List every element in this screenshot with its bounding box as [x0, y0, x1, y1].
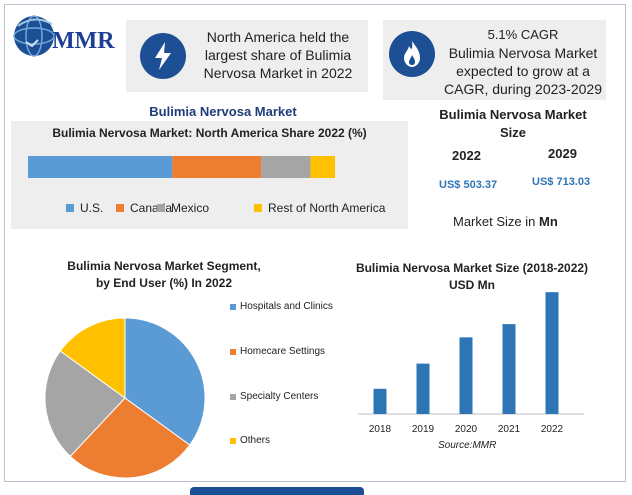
- mmr-logo: MMR: [12, 12, 127, 62]
- share-chart-title: Bulimia Nervosa Market: North America Sh…: [52, 126, 367, 140]
- legend-item: Rest of North America: [254, 201, 385, 215]
- cagr-title: 5.1% CAGR: [487, 27, 559, 42]
- market-size-panel: Bulimia Nervosa Market Size 2022 2029 US…: [418, 100, 608, 204]
- legend-item: Homecare Settings: [230, 346, 325, 357]
- x-tick-label: 2021: [498, 424, 521, 435]
- card-line: CAGR, during 2023-2029: [444, 81, 602, 97]
- x-tick-label: 2022: [541, 424, 564, 435]
- legend-item: U.S.: [66, 201, 103, 215]
- column-bar: [545, 292, 559, 414]
- column-chart-title: Bulimia Nervosa Market Size (2018-2022) …: [352, 260, 592, 294]
- column-bar: [416, 363, 430, 414]
- market-size-unit: Market Size in Mn: [453, 214, 558, 229]
- stacked-bar-chart: [28, 156, 335, 178]
- card-line: largest share of Bulimia: [204, 47, 352, 63]
- card-line: North America held the: [206, 29, 350, 45]
- column-bar: [373, 388, 387, 414]
- stacked-bar-segment: [310, 156, 335, 178]
- stacked-bar-segment: [261, 156, 311, 178]
- pie-chart-title: Bulimia Nervosa Market Segment, by End U…: [38, 258, 290, 292]
- title-line: Bulimia Nervosa Market Size (2018-2022): [355, 261, 589, 275]
- legend-item: Others: [230, 435, 270, 446]
- legend-item: Mexico: [157, 201, 209, 215]
- lightning-icon: [140, 33, 186, 79]
- legend-label: U.S.: [80, 201, 104, 215]
- title-line: by End User (%) In 2022: [95, 276, 233, 290]
- year-2029: 2029: [548, 146, 577, 161]
- stacked-bar-segment: [172, 156, 262, 178]
- pie-slice: [124, 317, 206, 446]
- pie-slice: [69, 397, 191, 479]
- legend-swatch: [66, 204, 74, 212]
- source-note: Source:MMR: [438, 440, 497, 451]
- title-line: Bulimia Nervosa Market Segment,: [67, 259, 261, 273]
- legend-swatch: [254, 204, 262, 212]
- unit-prefix: Market Size in: [453, 214, 536, 229]
- legend-label: Mexico: [171, 201, 210, 215]
- legend-swatch: [230, 348, 236, 355]
- value-2022: US$ 503.37: [439, 179, 498, 191]
- north-america-text: North America held the largest share of …: [196, 28, 360, 82]
- title-line: Size: [499, 125, 526, 140]
- year-2022: 2022: [452, 148, 481, 163]
- unit-bold: Mn: [539, 214, 558, 229]
- north-america-card: North America held the largest share of …: [126, 20, 368, 92]
- globe-icon: [13, 15, 55, 57]
- legend-swatch: [157, 204, 165, 212]
- card-line: Bulimia Nervosa Market: [448, 45, 598, 61]
- legend-label: Others: [240, 435, 271, 446]
- pie-slice: [44, 350, 126, 458]
- x-tick-label: 2019: [412, 424, 435, 435]
- legend-swatch: [230, 303, 236, 310]
- legend-swatch: [116, 204, 124, 212]
- pie-chart: [44, 317, 206, 479]
- column-bar: [459, 337, 473, 414]
- column-bar: [502, 324, 516, 414]
- cagr-text: 5.1% CAGR Bulimia Nervosa Market expecte…: [443, 26, 603, 98]
- legend-label: Hospitals and Clinics: [240, 301, 333, 312]
- card-line: expected to grow at a: [456, 63, 590, 79]
- legend-item: Specialty Centers: [230, 391, 318, 402]
- flame-icon: [389, 31, 435, 77]
- x-tick-label: 2018: [369, 424, 392, 435]
- card-line: Nervosa Market in 2022: [203, 65, 353, 81]
- legend-label: Homecare Settings: [240, 346, 326, 357]
- legend-item: Hospitals and Clinics: [230, 301, 333, 312]
- pie-slice: [59, 317, 126, 399]
- infographic-frame: [4, 4, 626, 482]
- bottom-tab: [190, 487, 364, 495]
- cagr-card: 5.1% CAGR Bulimia Nervosa Market expecte…: [383, 20, 606, 100]
- market-size-title: Bulimia Nervosa Market Size: [418, 106, 608, 142]
- logo-text: MMR: [52, 28, 115, 54]
- value-2029: US$ 713.03: [532, 176, 591, 188]
- stacked-bar-segment: [28, 156, 173, 178]
- legend-swatch: [230, 437, 236, 444]
- title-line: Bulimia Nervosa Market: [439, 107, 587, 122]
- legend-swatch: [230, 393, 236, 400]
- column-chart: 2018 2019 2020 2021 2022: [358, 292, 584, 435]
- legend-label: Specialty Centers: [240, 391, 319, 402]
- title-line: USD Mn: [449, 278, 495, 292]
- section-title: Bulimia Nervosa Market: [149, 104, 297, 119]
- north-america-share-panel: Bulimia Nervosa Market: North America Sh…: [11, 121, 408, 229]
- legend-label: Rest of North America: [268, 201, 386, 215]
- x-tick-label: 2020: [455, 424, 478, 435]
